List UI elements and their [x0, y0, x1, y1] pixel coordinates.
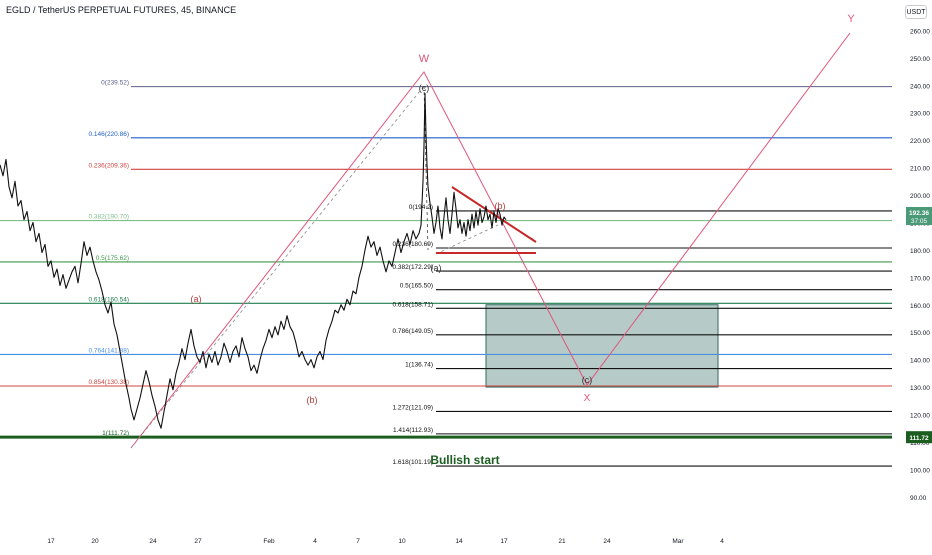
low-price-box — [906, 431, 932, 444]
currency-button[interactable]: USDT — [905, 5, 927, 19]
fib-level-label-right: 1.272(121.09) — [393, 404, 433, 411]
current-price-box — [906, 206, 932, 225]
time-tick-label: 17 — [500, 538, 508, 545]
wave-label-a-left: (a) — [191, 294, 202, 304]
fib-level-label-left: 1(111.72) — [102, 430, 129, 437]
wave-label-x: X — [584, 393, 591, 404]
price-tick-label: 130.00 — [910, 385, 930, 392]
price-tick-label: 220.00 — [910, 138, 930, 145]
time-tick-label: 27 — [194, 538, 202, 545]
price-tick-label: 100.00 — [910, 467, 930, 474]
wave-label-b-right: (b) — [495, 201, 506, 211]
time-tick-label: 24 — [603, 538, 611, 545]
fib-level-label-right: 1(136.74) — [405, 362, 433, 369]
fib-level-label-right: 0.382(172.29) — [393, 264, 433, 271]
fib-level-label-left: 0.5(175.62) — [96, 255, 129, 262]
price-tick-label: 210.00 — [910, 166, 930, 173]
current-price-value: 192.36 — [909, 210, 929, 217]
fib-level-label-left: 0.618(160.54) — [89, 296, 129, 303]
price-tick-label: 110.00 — [910, 440, 930, 447]
time-tick-label: Mar — [672, 538, 684, 545]
fib-level-label-left: 0.764(141.88) — [89, 347, 129, 354]
price-tick-label: 250.00 — [910, 56, 930, 63]
price-tick-label: 230.00 — [910, 111, 930, 118]
target-zone-box[interactable] — [485, 304, 719, 388]
price-tick-label: 140.00 — [910, 358, 930, 365]
wave-label-a-right: (a) — [431, 263, 442, 273]
price-tick-label: 200.00 — [910, 193, 930, 200]
time-tick-label: 7 — [356, 538, 360, 545]
fib-level-label-right: 1.618(101.19) — [393, 459, 433, 466]
time-tick-label: 17 — [47, 538, 55, 545]
bar-countdown-value: 37:05 — [911, 218, 928, 225]
price-tick-label: 120.00 — [910, 412, 930, 419]
wave-label-c-bottom: (c) — [582, 375, 593, 385]
price-tick-label: 160.00 — [910, 303, 930, 310]
fib-level-label-left: 0.146(220.86) — [89, 131, 129, 138]
fib-level-label-right: 0.5(165.50) — [400, 283, 433, 290]
price-series-line[interactable] — [0, 92, 507, 429]
fib-level-label-left: 0.236(209.36) — [89, 162, 129, 169]
wave-label-y: Y — [847, 13, 855, 25]
price-tick-label: 180.00 — [910, 248, 930, 255]
wave-label-w: W — [419, 53, 430, 65]
fib-level-label-left: 0.382(190.70) — [89, 214, 129, 221]
trend-dashed-line[interactable] — [130, 85, 425, 449]
price-tick-label: 260.00 — [910, 28, 930, 35]
wave-label-c-top: (c) — [419, 83, 430, 93]
time-tick-label: 24 — [149, 538, 157, 545]
fib-level-label-left: 0.854(130.38) — [89, 379, 129, 386]
fib-level-label-right: 0.618(158.71) — [393, 301, 433, 308]
price-tick-label: 150.00 — [910, 330, 930, 337]
wave-label-b-left: (b) — [307, 395, 318, 405]
time-tick-label: 4 — [720, 538, 724, 545]
chart-title: EGLD / TetherUS PERPETUAL FUTURES, 45, B… — [6, 5, 237, 15]
price-tick-label: 240.00 — [910, 83, 930, 90]
fib-level-label-right: 0.786(149.05) — [393, 328, 433, 335]
wave-wxy-line[interactable] — [130, 32, 851, 449]
fib-level-label-right: 1.414(112.93) — [393, 427, 433, 434]
bullish-start-label: Bullish start — [430, 453, 499, 467]
time-tick-label: 21 — [558, 538, 566, 545]
time-tick-label: 20 — [91, 538, 99, 545]
fib-level-label-right: 0(194.2) — [409, 204, 433, 211]
low-price-value: 111.72 — [909, 435, 929, 442]
fib-level-label-left: 0(239.52) — [101, 80, 129, 87]
price-tick-label: 170.00 — [910, 275, 930, 282]
time-tick-label: Feb — [263, 538, 275, 545]
time-tick-label: 14 — [455, 538, 463, 545]
fib-level-label-right: 0.236(180.69) — [393, 241, 433, 248]
time-tick-label: 4 — [313, 538, 317, 545]
price-tick-label: 90.00 — [910, 495, 927, 502]
time-tick-label: 10 — [398, 538, 406, 545]
